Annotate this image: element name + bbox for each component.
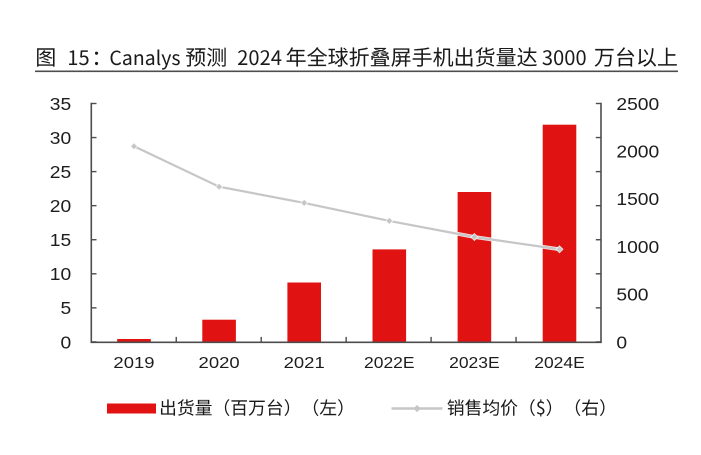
svg-text:2024E: 2024E (534, 355, 585, 372)
svg-text:30: 30 (50, 128, 71, 148)
svg-text:35: 35 (50, 94, 71, 114)
svg-text:0: 0 (61, 332, 72, 352)
svg-text:25: 25 (50, 162, 71, 182)
svg-text:1500: 1500 (616, 189, 659, 209)
svg-text:2022E: 2022E (364, 355, 415, 372)
svg-text:2019: 2019 (113, 355, 154, 372)
svg-text:500: 500 (616, 285, 648, 305)
svg-text:2000: 2000 (616, 142, 659, 162)
svg-text:10: 10 (50, 264, 71, 284)
svg-text:5: 5 (61, 298, 72, 318)
svg-text:2021: 2021 (284, 355, 325, 372)
svg-text:2020: 2020 (199, 355, 240, 372)
svg-text:2500: 2500 (616, 94, 659, 114)
svg-text:0: 0 (616, 332, 627, 352)
svg-text:20: 20 (50, 196, 71, 216)
svg-text:1000: 1000 (616, 237, 659, 257)
svg-text:2023E: 2023E (449, 355, 500, 372)
svg-text:15: 15 (50, 230, 71, 250)
